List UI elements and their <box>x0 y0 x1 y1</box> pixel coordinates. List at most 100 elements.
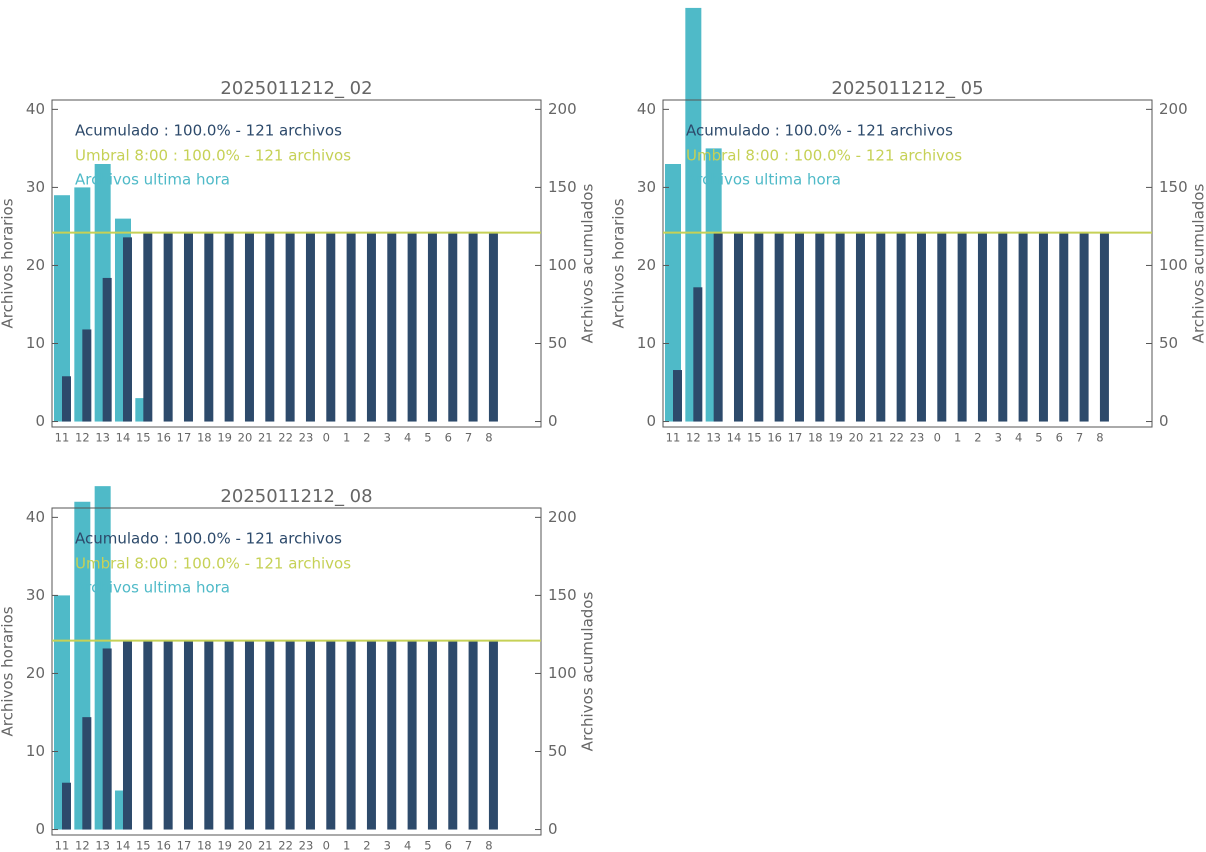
x-tick-label: 17 <box>788 431 803 445</box>
bar <box>285 640 295 830</box>
x-tick-label: 23 <box>910 431 925 445</box>
x-tick-label: 6 <box>445 839 452 852</box>
x-tick-label: 19 <box>828 431 843 445</box>
x-tick-label: 4 <box>404 431 411 445</box>
y2-tick-label: 50 <box>548 742 567 760</box>
x-tick-label: 3 <box>995 431 1002 445</box>
bar <box>855 232 865 422</box>
bar <box>224 640 234 830</box>
x-tick-label: 5 <box>424 839 431 852</box>
bar <box>143 232 153 422</box>
bar <box>815 232 825 422</box>
x-tick-label: 19 <box>217 839 232 852</box>
x-tick-label: 3 <box>384 839 391 852</box>
legend-entry: Acumulado : 100.0% - 121 archivos <box>75 122 342 140</box>
y-tick-label: 40 <box>26 508 45 526</box>
y-tick-label: 0 <box>35 820 45 838</box>
x-tick-label: 6 <box>1056 431 1063 445</box>
bar <box>366 232 376 422</box>
x-tick-label: 14 <box>116 839 131 852</box>
y2-tick-label: 0 <box>1159 412 1169 430</box>
x-tick-label: 1 <box>343 839 350 852</box>
legend-entry: Umbral 8:00 : 100.0% - 121 archivos <box>686 147 962 165</box>
bar <box>244 232 254 422</box>
bar <box>754 232 764 422</box>
bar <box>62 782 71 830</box>
x-tick-label: 20 <box>238 839 253 852</box>
x-tick-label: 18 <box>197 431 212 445</box>
legend-entry: Umbral 8:00 : 100.0% - 121 archivos <box>75 147 351 165</box>
bar <box>305 640 315 830</box>
bar <box>204 640 214 830</box>
bar <box>1059 232 1069 422</box>
bar <box>387 232 397 422</box>
bar <box>427 640 437 830</box>
y-tick-label: 0 <box>35 412 45 430</box>
y2-tick-label: 200 <box>548 100 577 118</box>
x-tick-label: 16 <box>767 431 782 445</box>
bar <box>183 640 193 830</box>
y2-tick-label: 150 <box>548 178 577 196</box>
bar <box>265 640 275 830</box>
x-tick-label: 15 <box>136 839 151 852</box>
y-axis-label: Archivos horarios <box>0 606 17 736</box>
bar <box>62 376 71 422</box>
y-tick-label: 20 <box>26 664 45 682</box>
bar <box>366 640 376 830</box>
chart-title: 2025011212_ 05 <box>831 78 983 99</box>
x-tick-label: 17 <box>177 431 192 445</box>
y2-tick-label: 150 <box>1159 178 1188 196</box>
y2-tick-label: 100 <box>1159 256 1188 274</box>
bar <box>183 232 193 422</box>
bar <box>82 717 92 830</box>
x-tick-label: 22 <box>278 431 293 445</box>
x-tick-label: 3 <box>384 431 391 445</box>
y-tick-label: 10 <box>637 334 656 352</box>
bar <box>265 232 275 422</box>
x-tick-label: 15 <box>747 431 762 445</box>
bar <box>427 232 437 422</box>
bar <box>957 232 967 422</box>
bar <box>1079 232 1089 422</box>
x-tick-label: 18 <box>197 839 212 852</box>
x-tick-label: 21 <box>869 431 884 445</box>
bar <box>468 232 478 422</box>
bar <box>285 232 295 422</box>
x-tick-label: 20 <box>849 431 864 445</box>
bar <box>998 232 1008 422</box>
x-tick-label: 20 <box>238 431 253 445</box>
y2-tick-label: 0 <box>548 412 558 430</box>
y2-tick-label: 50 <box>1159 334 1178 352</box>
y2-tick-label: 150 <box>548 586 577 604</box>
x-tick-label: 12 <box>75 839 90 852</box>
legend-entry: Acumulado : 100.0% - 121 archivos <box>75 530 342 548</box>
x-tick-label: 0 <box>323 839 330 852</box>
bar <box>346 232 356 422</box>
y-tick-label: 40 <box>26 100 45 118</box>
bar <box>1018 232 1028 422</box>
bar <box>122 640 132 830</box>
x-tick-label: 4 <box>1015 431 1022 445</box>
y-tick-label: 40 <box>637 100 656 118</box>
x-tick-label: 7 <box>1076 431 1083 445</box>
bar <box>448 640 458 830</box>
x-tick-label: 19 <box>217 431 232 445</box>
bar <box>387 640 397 830</box>
chart-title: 2025011212_ 02 <box>220 78 372 99</box>
bar <box>204 232 214 422</box>
plot-frame <box>51 99 542 428</box>
y-tick-label: 30 <box>26 178 45 196</box>
bar <box>937 232 947 422</box>
legend-entry: Acumulado : 100.0% - 121 archivos <box>686 122 953 140</box>
x-tick-label: 16 <box>156 431 171 445</box>
bar <box>54 195 70 422</box>
x-tick-label: 0 <box>323 431 330 445</box>
y-tick-label: 30 <box>637 178 656 196</box>
x-tick-label: 21 <box>258 431 273 445</box>
y2-tick-label: 0 <box>548 820 558 838</box>
x-tick-label: 5 <box>424 431 431 445</box>
legend-entry: Umbral 8:00 : 100.0% - 121 archivos <box>75 555 351 573</box>
